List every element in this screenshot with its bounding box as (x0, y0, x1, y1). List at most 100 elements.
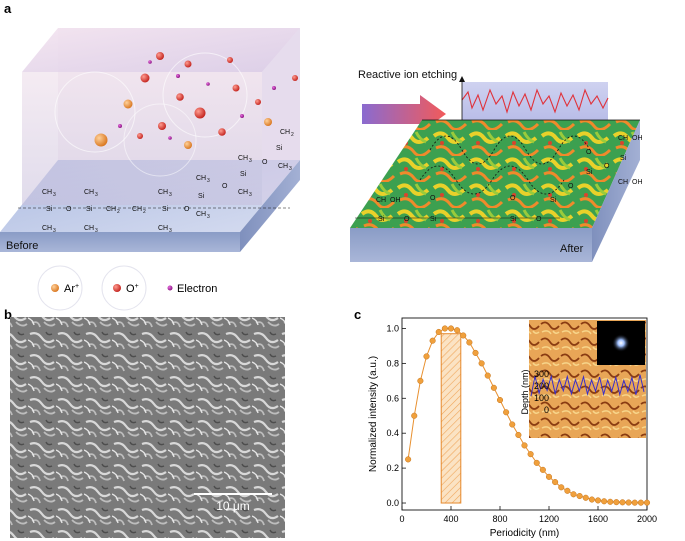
legend-bubble (101, 265, 147, 311)
data-point (631, 499, 638, 506)
chem-sub: 3 (53, 192, 56, 198)
o-ion (156, 52, 164, 60)
ch3-group: CH 3 CH 3 CH 3 CH 3 CH 2 CH 2 CH 3 CH 3 … (42, 129, 294, 234)
data-point (503, 409, 510, 416)
plasma-bubble (54, 71, 136, 153)
data-point (435, 328, 442, 336)
chem-sub: 2 (291, 132, 294, 138)
chem-ch3: CH (196, 211, 206, 218)
plasma-particles (94, 52, 298, 149)
data-point (545, 473, 553, 480)
inset-y-tick-label: 100 (534, 393, 549, 403)
chem-ch2oh: CH (618, 179, 628, 186)
data-point (558, 484, 565, 491)
chem-ch2: CH (106, 206, 116, 213)
data-point (441, 325, 448, 332)
surface-profile-panel (462, 82, 608, 120)
chem-sub: 3 (169, 228, 172, 234)
legend-bubble (37, 265, 83, 311)
chem-ch3: CH (42, 189, 52, 196)
x-tick-label: 1200 (539, 514, 559, 524)
surface-profile-line (461, 88, 609, 114)
etch-dotted-lines (429, 135, 591, 165)
chem-sub: 3 (249, 158, 252, 164)
panel-label-b: b (4, 307, 12, 322)
chem-o: O (568, 183, 574, 190)
data-point (582, 494, 589, 501)
data-point (405, 456, 412, 463)
x-tick-label: 0 (399, 514, 404, 524)
chem-o: O (510, 195, 516, 202)
o-ion (184, 60, 192, 68)
chem-ch2: CH (132, 206, 142, 213)
o-ion (194, 107, 206, 119)
chem-si: Si (586, 169, 593, 176)
chem-si: Si (162, 206, 169, 213)
y-tick-label: 0.4 (386, 428, 399, 438)
chem-si: Si (86, 206, 93, 213)
chem-sub: 3 (53, 228, 56, 234)
ar-ion (94, 133, 108, 147)
chem-ch3: CH (196, 175, 206, 182)
etch-dotted-lines (419, 165, 565, 195)
sem-image (10, 317, 285, 538)
plasma-bubble (162, 52, 248, 138)
electron (206, 82, 210, 86)
chem-ch3: CH (84, 225, 94, 232)
data-point (484, 372, 491, 379)
chem-si: Si (46, 206, 53, 213)
before-slab-side (240, 160, 300, 252)
chem-ch2oh: CH (618, 135, 628, 142)
data-point (496, 396, 504, 404)
chem-si: Si (550, 197, 557, 204)
chem-ch3: CH (278, 163, 288, 170)
data-point (472, 349, 479, 356)
inset-depth-profile (530, 374, 645, 397)
chem-ch3: CH (238, 189, 248, 196)
data-point (643, 499, 651, 506)
chem-oh: OH (632, 135, 643, 142)
periodicity-chart: 0 400 800 1200 1600 20000.00.20.40.60.81.0Per… (368, 317, 657, 539)
inset-y-axis-label: Depth (nm) (520, 369, 530, 414)
data-point (417, 377, 424, 384)
data-point (552, 479, 559, 486)
chem-sub: 3 (289, 166, 292, 172)
plasma-box-side (262, 28, 300, 205)
data-point (570, 491, 577, 498)
data-point (613, 499, 620, 506)
chem-o: O (262, 159, 268, 166)
chem-ch3: CH (84, 189, 94, 196)
y-axis-label: Normalized intensity (a.u.) (368, 356, 379, 472)
o-ion (232, 84, 240, 92)
data-point (521, 442, 528, 449)
panel-label-a: a (4, 1, 12, 16)
inset-y-tick-label: 0 (544, 405, 549, 415)
data-point (637, 499, 644, 506)
chem-ch3: CH (158, 189, 168, 196)
chem-o: O (404, 216, 410, 223)
chem-ch2oh: CH (376, 197, 386, 204)
before-slab-front (0, 232, 240, 252)
after-label: After (560, 243, 584, 255)
legend-electron-label: Electron (177, 283, 217, 295)
legend-o-marker (113, 284, 121, 292)
o-ion (218, 128, 226, 136)
data-point (527, 451, 534, 458)
chem-sub: 3 (207, 214, 210, 220)
etching-arrow-label: Reactive ion etching (358, 69, 457, 81)
chem-o: O (536, 216, 542, 223)
highlight-band (440, 333, 462, 504)
plasma-bubble (123, 103, 197, 177)
legend-ar-label: Ar+ (64, 283, 79, 295)
o-ion (137, 133, 143, 139)
legend-ar-marker (51, 284, 59, 292)
electron (168, 136, 172, 140)
after-slab-side (592, 120, 640, 262)
chem-si: Si (510, 216, 517, 223)
y-tick-label: 0.0 (386, 498, 399, 508)
inset-y-tick-label: 200 (534, 381, 549, 391)
data-point (607, 498, 614, 505)
data-point (576, 492, 583, 500)
x-tick-label: 1600 (588, 514, 608, 524)
